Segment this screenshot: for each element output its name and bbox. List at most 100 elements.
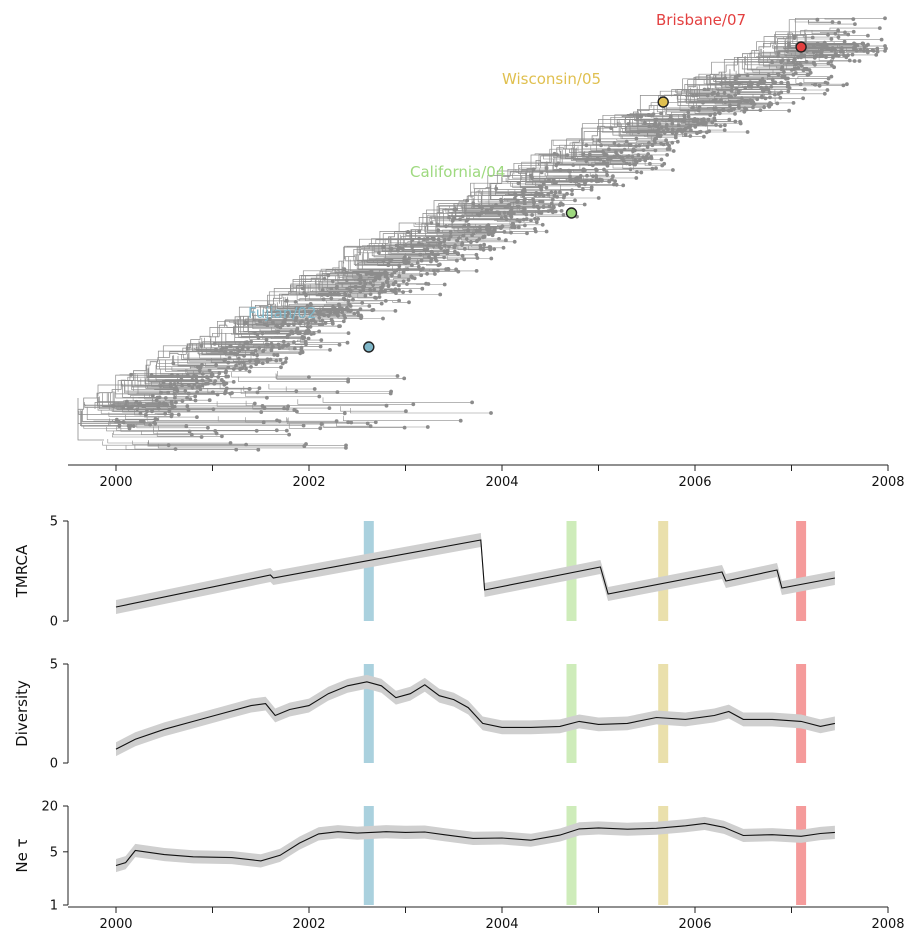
tree-tip xyxy=(392,270,397,275)
tree-tip xyxy=(721,108,726,112)
tree-tip xyxy=(634,144,639,148)
tree-tip xyxy=(736,81,741,86)
tree-tip xyxy=(482,242,486,247)
tree-tip xyxy=(163,411,168,416)
tree-tip xyxy=(145,409,149,414)
tree-tip xyxy=(664,138,668,143)
tree-tip xyxy=(214,431,219,436)
highlight-bar xyxy=(796,521,807,621)
tree-tip xyxy=(501,245,506,250)
tree-tip xyxy=(397,283,401,288)
tree-tip xyxy=(180,399,185,403)
tree-tip xyxy=(744,107,749,112)
tree-tip xyxy=(193,394,198,399)
tree-tip xyxy=(670,130,675,135)
tree-branch xyxy=(564,145,602,149)
tree-tip xyxy=(502,210,507,215)
strain-label: Wisconsin/05 xyxy=(502,70,601,88)
tree-tip xyxy=(686,110,691,115)
tree-branch xyxy=(786,36,813,38)
tree-tip xyxy=(411,402,416,407)
tree-trunk-segment xyxy=(597,125,605,136)
tree-tip xyxy=(317,394,322,399)
tree-tip xyxy=(866,42,870,47)
tree-tip xyxy=(533,227,537,231)
tree-branch xyxy=(458,228,495,231)
tree-branch xyxy=(559,144,653,152)
tree-tip xyxy=(475,239,479,244)
tree-branch xyxy=(354,255,400,267)
tree-tip xyxy=(327,406,332,410)
tmrca-panel: 0 5 TMRCA xyxy=(13,515,836,630)
tree-branch xyxy=(791,53,817,57)
tree-tip xyxy=(169,385,173,389)
tree-tip xyxy=(255,390,260,395)
tree-tip xyxy=(584,159,589,164)
tree-tip xyxy=(553,190,558,195)
tree-tip xyxy=(670,127,675,132)
tree-tip xyxy=(723,100,728,105)
tree-tip xyxy=(419,273,424,278)
tree-branch xyxy=(274,329,298,332)
tree-branch xyxy=(265,347,302,353)
tree-branch xyxy=(408,255,429,257)
tree-tip xyxy=(169,400,174,404)
tree-tip xyxy=(395,374,400,378)
tree-tip xyxy=(611,174,615,179)
tree-tip xyxy=(284,298,289,303)
tree-tip xyxy=(846,32,851,37)
tree-tip xyxy=(639,114,644,119)
tree-tip xyxy=(479,211,484,215)
tree-tip xyxy=(406,278,411,282)
tree-tip xyxy=(317,315,322,320)
tree-tip xyxy=(643,121,647,125)
strain-label: California/04 xyxy=(410,163,505,181)
tree-tip xyxy=(712,106,716,111)
tree-tip xyxy=(734,86,739,91)
tree-tip xyxy=(276,342,281,347)
tree-tip xyxy=(275,353,280,358)
tree-tip xyxy=(247,369,252,374)
y-tick-label: 5 xyxy=(50,658,58,673)
tree-tip xyxy=(269,348,274,352)
tree-tip xyxy=(752,102,757,106)
tree-tip xyxy=(276,329,281,334)
tree-tip xyxy=(512,239,517,244)
tree-branch xyxy=(621,114,671,117)
tree-tip xyxy=(255,353,259,358)
tree-tip xyxy=(569,179,573,183)
tree-tip xyxy=(358,289,363,294)
tree-tip xyxy=(521,192,525,197)
tree-branch xyxy=(446,255,465,260)
tree-branch xyxy=(125,414,156,420)
tree-tip xyxy=(826,76,831,81)
tree-tip xyxy=(511,222,516,226)
tree-tip xyxy=(437,244,442,249)
tree-tip xyxy=(522,211,527,216)
tree-branch xyxy=(749,52,779,58)
tree-tip xyxy=(345,286,350,291)
tree-branch xyxy=(393,278,415,280)
tree-tip xyxy=(471,201,476,206)
tree-tip xyxy=(861,41,866,46)
tree-branch xyxy=(248,316,278,334)
tree-tip xyxy=(172,404,177,409)
tree-branch xyxy=(264,344,295,349)
tree-tip xyxy=(243,340,248,345)
tree-tip xyxy=(676,123,681,127)
tree-tip xyxy=(762,79,767,84)
tree-tip xyxy=(175,373,180,378)
tree-tip xyxy=(447,215,451,220)
tree-tip xyxy=(733,119,738,124)
tree-tip xyxy=(525,231,529,236)
tree-tip xyxy=(308,302,313,306)
tree-tip xyxy=(739,96,744,101)
tree-tip xyxy=(377,277,382,281)
tree-tip xyxy=(234,447,239,452)
tree-tip xyxy=(655,124,660,129)
tree-tip xyxy=(117,423,122,428)
tree-branch xyxy=(249,334,267,340)
tree-tip xyxy=(883,44,887,48)
tree-branch xyxy=(231,372,309,378)
tree-tip xyxy=(386,276,390,281)
